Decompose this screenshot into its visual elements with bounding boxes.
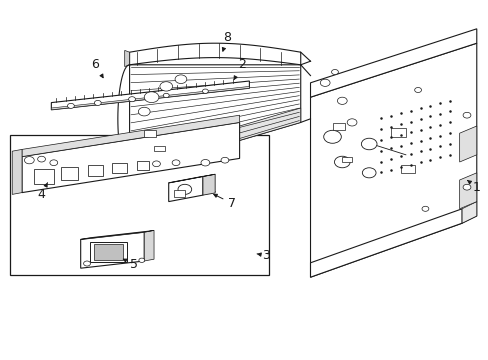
Circle shape [201,159,209,166]
Bar [112,163,127,173]
Polygon shape [168,174,215,183]
Polygon shape [129,43,300,65]
Polygon shape [310,209,461,277]
Polygon shape [144,230,154,261]
Text: 7: 7 [213,194,236,210]
Circle shape [331,69,338,75]
Polygon shape [459,126,476,162]
Polygon shape [129,65,300,173]
Bar [332,123,344,130]
Polygon shape [310,29,476,97]
Circle shape [175,75,186,84]
Circle shape [337,97,346,104]
Bar [400,165,414,173]
Circle shape [362,168,375,178]
Bar [174,190,184,197]
Circle shape [163,93,169,98]
Polygon shape [12,149,22,194]
Circle shape [334,156,349,168]
Circle shape [178,184,191,194]
Circle shape [414,87,421,93]
Polygon shape [22,115,239,157]
Bar [88,165,102,176]
Bar [154,146,164,151]
Bar [342,157,351,162]
Circle shape [50,160,58,166]
Bar [10,135,268,275]
Polygon shape [203,174,215,195]
Polygon shape [310,43,476,277]
Bar [94,244,123,260]
Circle shape [323,130,341,143]
Circle shape [346,119,356,126]
Circle shape [421,206,428,211]
Circle shape [83,261,90,266]
Text: 3: 3 [257,249,270,262]
Circle shape [160,82,172,91]
Circle shape [128,97,135,102]
Text: 6: 6 [91,58,103,78]
Circle shape [462,112,470,118]
Circle shape [38,156,45,162]
Circle shape [94,100,101,105]
Polygon shape [81,232,144,268]
Circle shape [202,89,208,93]
Polygon shape [81,230,154,239]
Circle shape [67,103,74,108]
Bar [34,169,54,184]
Bar [61,167,78,180]
Circle shape [320,79,329,86]
Polygon shape [461,202,476,223]
Polygon shape [459,173,476,209]
Circle shape [144,92,159,103]
Text: 1: 1 [467,180,480,194]
Polygon shape [51,81,249,110]
Circle shape [361,138,376,150]
Text: 5: 5 [123,258,138,271]
Text: 8: 8 [222,31,231,51]
Bar [137,161,149,170]
Polygon shape [129,108,300,173]
Circle shape [221,157,228,163]
Polygon shape [168,176,203,202]
Circle shape [172,160,180,166]
Circle shape [138,107,150,116]
Polygon shape [51,86,249,110]
Circle shape [24,157,34,164]
Bar [390,128,405,137]
Bar [144,130,156,137]
Text: 2: 2 [234,58,245,80]
Circle shape [462,184,470,190]
Circle shape [152,161,160,167]
Polygon shape [22,122,239,193]
Text: 4: 4 [38,183,47,201]
Bar [90,242,127,262]
Polygon shape [124,50,129,67]
Circle shape [139,258,144,262]
